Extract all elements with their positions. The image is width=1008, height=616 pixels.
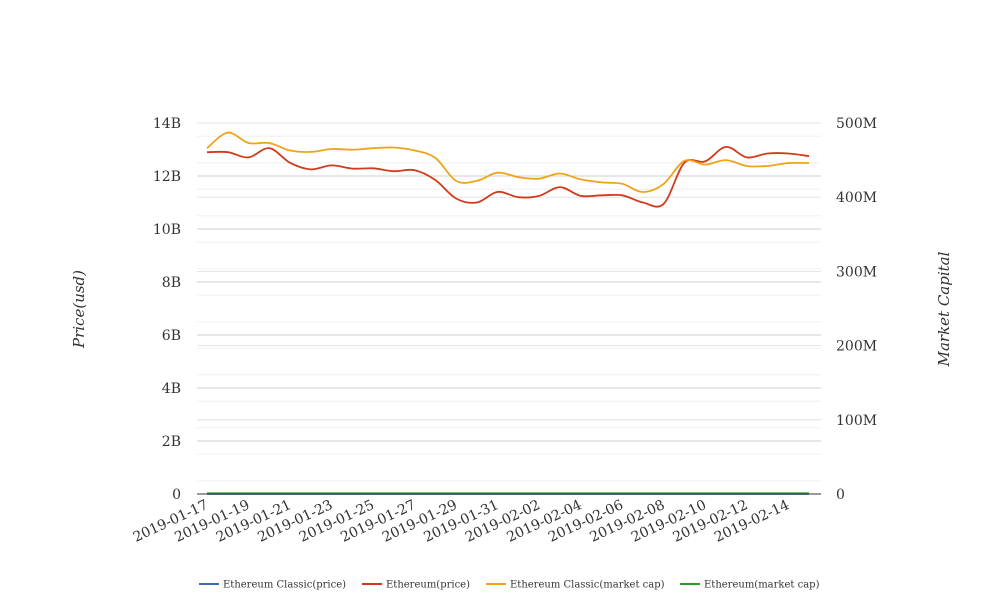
right-tick-label: 100M [836, 413, 877, 429]
right-axis-gridlines [197, 122, 821, 421]
left-tick-label: 2B [162, 434, 181, 450]
x-axis-tick-labels: 2019-01-172019-01-192019-01-212019-01-23… [131, 497, 792, 546]
legend-label: Ethereum Classic(price) [223, 580, 346, 591]
left-tick-label: 8B [162, 275, 181, 291]
left-tick-label: 6B [162, 328, 181, 344]
left-axis-title: Price(usd) [70, 270, 88, 349]
left-axis-tick-labels: 0 2B 4B 6B 8B 10B 12B 14B [153, 116, 181, 503]
left-tick-label: 14B [153, 116, 181, 132]
series-line-3 [206, 131, 810, 193]
legend-label: Ethereum Classic(market cap) [510, 580, 665, 591]
series-lines [206, 131, 810, 495]
left-tick-label: 0 [172, 487, 181, 503]
right-tick-label: 200M [836, 339, 877, 355]
left-tick-label: 4B [162, 381, 181, 397]
right-tick-label: 400M [836, 190, 877, 206]
legend: Ethereum Classic(price) Ethereum(price) Et… [199, 580, 820, 591]
series-line-2 [206, 146, 810, 208]
legend-label: Ethereum(price) [386, 580, 470, 591]
left-axis-gridlines [197, 122, 821, 482]
right-tick-label: 0 [836, 487, 845, 503]
legend-label: Ethereum(market cap) [704, 580, 820, 591]
right-axis-title: Market Capital [935, 251, 953, 367]
left-tick-label: 12B [153, 169, 181, 185]
right-tick-label: 300M [836, 264, 877, 280]
left-tick-label: 10B [153, 222, 181, 238]
right-tick-label: 500M [836, 116, 877, 132]
right-axis-tick-labels: 0 100M 200M 300M 400M 500M [836, 116, 877, 503]
